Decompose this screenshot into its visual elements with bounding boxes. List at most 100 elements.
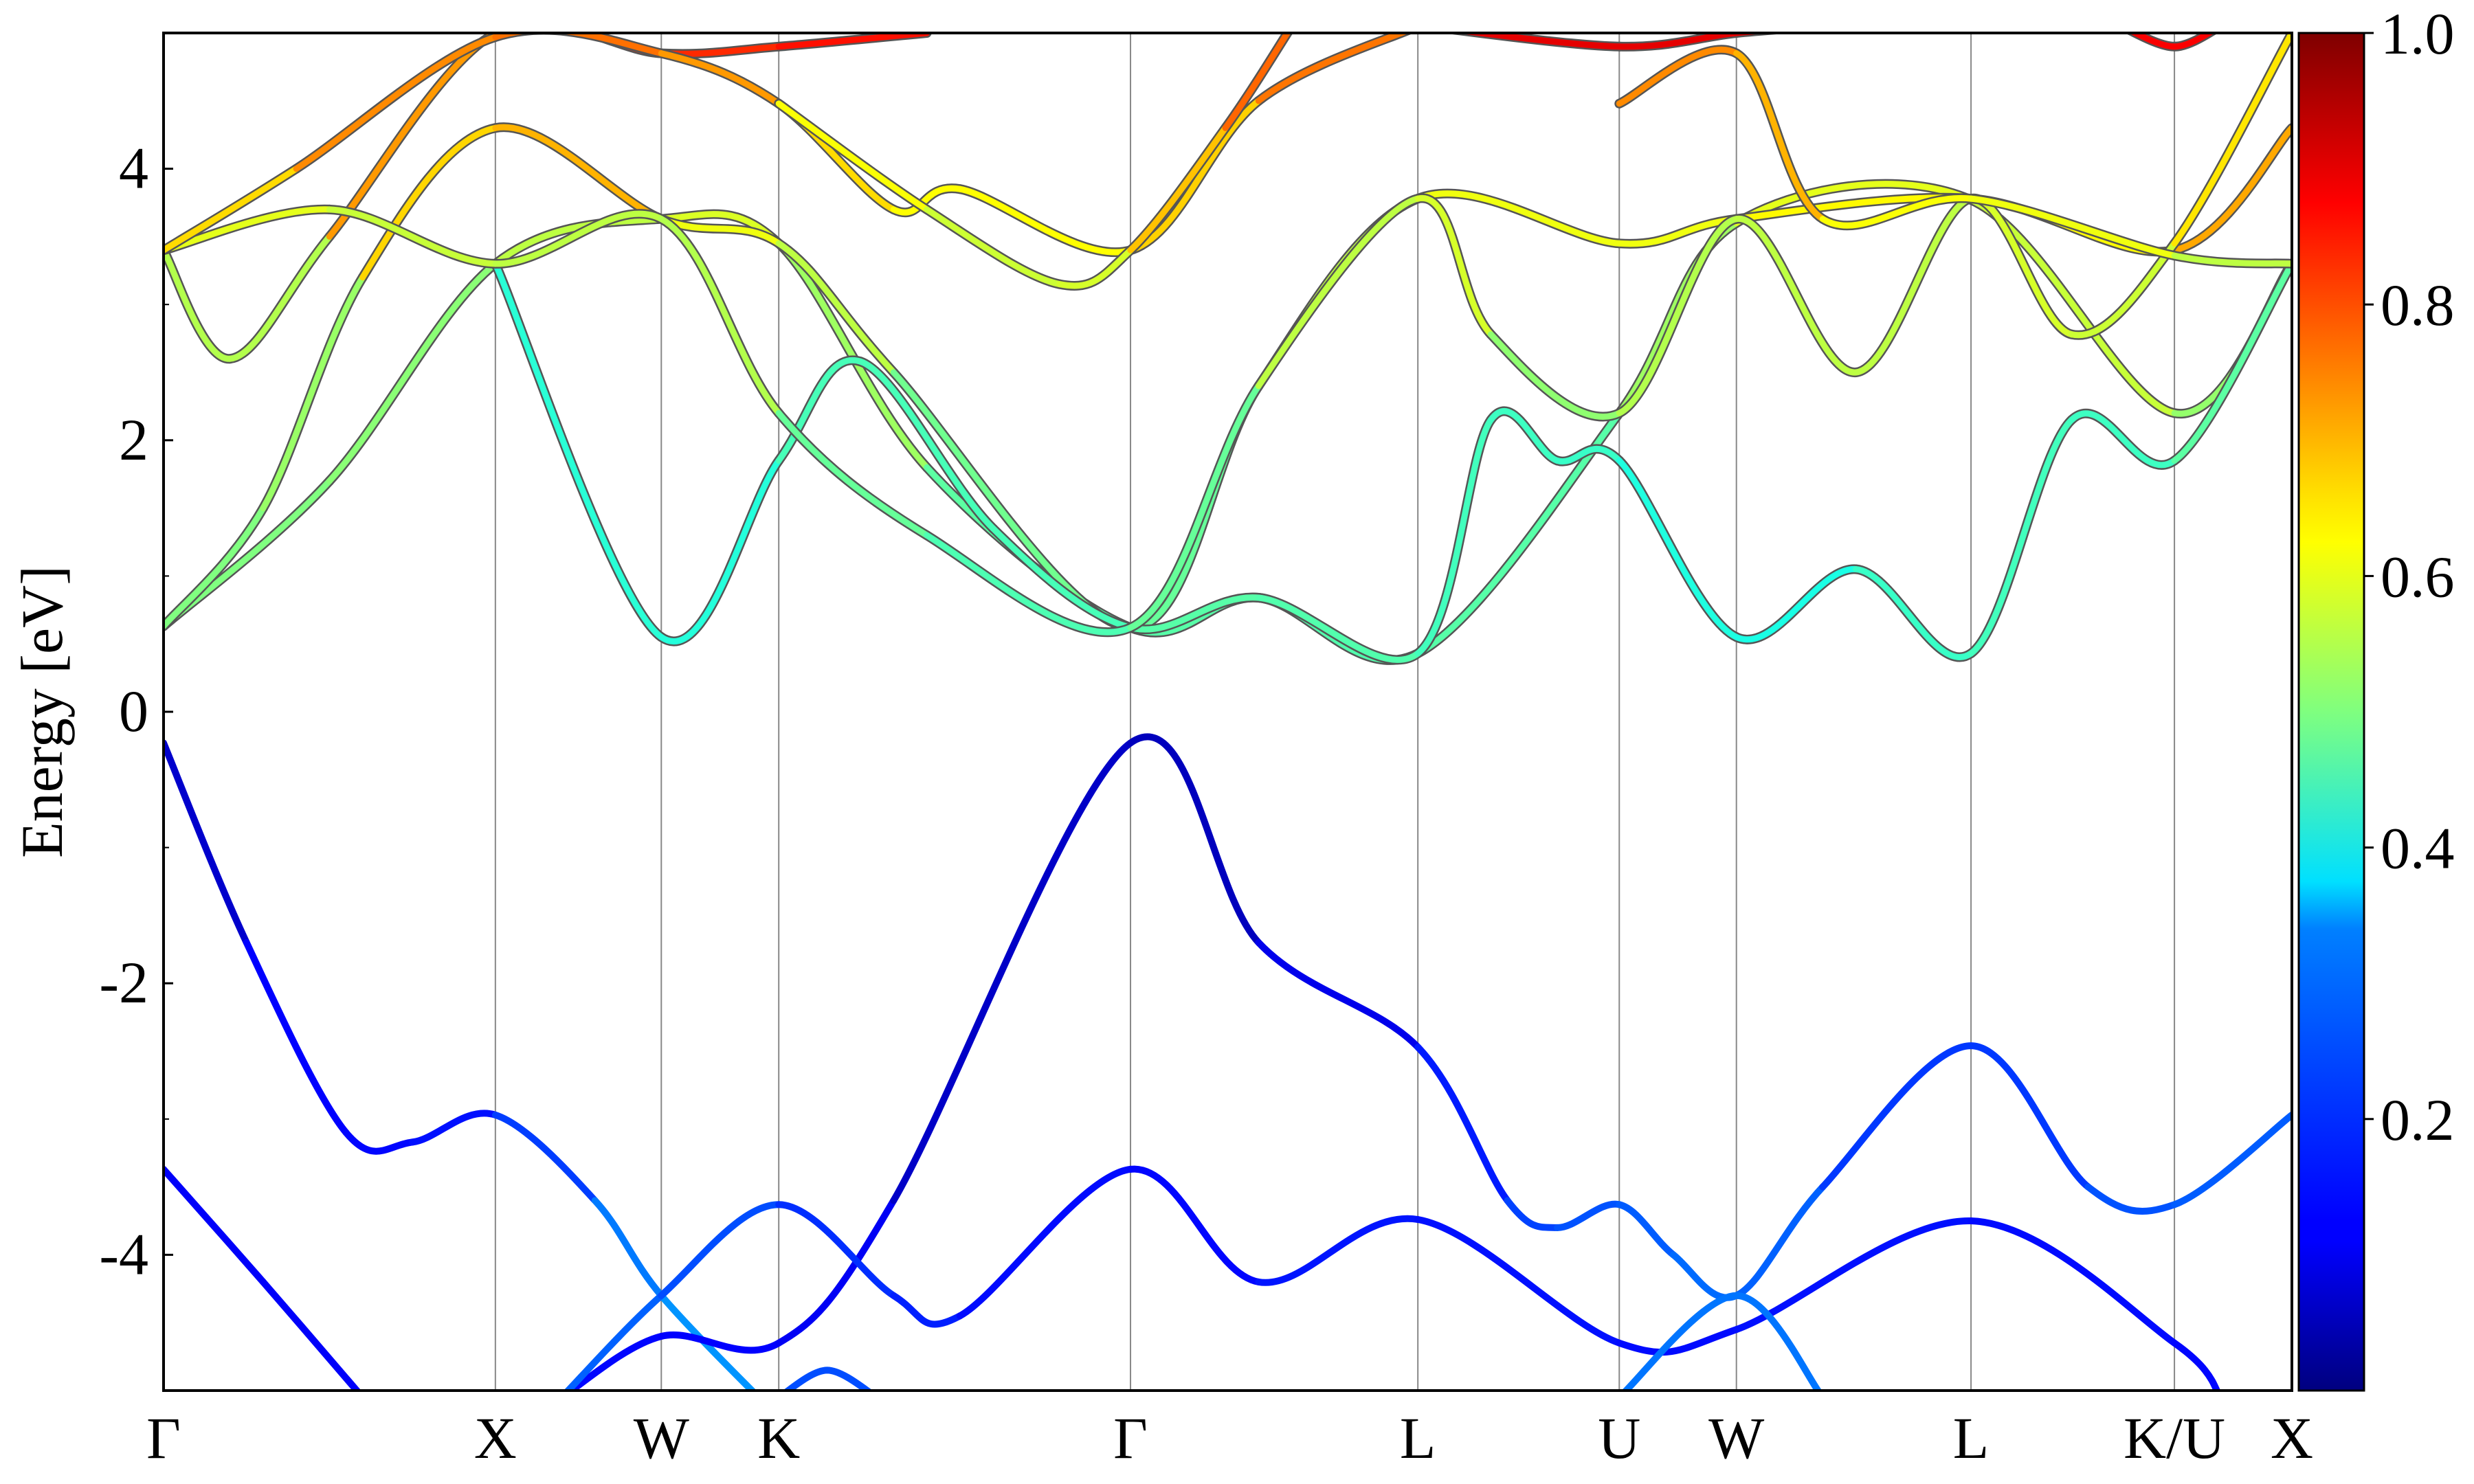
colorbar-tick-label-4: 0.2: [2381, 1087, 2455, 1153]
band-8-segment-13: [2171, 124, 2292, 254]
band-0-segment-2: [342, 1129, 416, 1155]
band-11-segment-15: [2171, 33, 2292, 247]
band-2-segment-12: [1819, 1042, 1975, 1191]
band-9-segment-9: [1554, 445, 1623, 465]
band-12-segment-0: [164, 166, 300, 254]
band-11-outline-9: [1486, 329, 1625, 422]
band-2-segment-4: [1127, 733, 1262, 946]
colorbar-tick-label-1: 0.8: [2381, 272, 2455, 338]
band-11-segment-1: [326, 206, 499, 267]
x-tick-label-1: X: [474, 1405, 517, 1471]
band-2-segment-3: [890, 739, 1134, 1204]
band-9-segment-1: [658, 457, 782, 645]
band-8-segment-1: [260, 274, 366, 512]
band-11-segment-7: [1255, 195, 1421, 390]
band-11-segment-9: [1487, 331, 1623, 420]
x-tick-label-4: Γ: [1113, 1405, 1148, 1471]
band-0-segment-5: [591, 1197, 665, 1299]
band-9-segment-2: [775, 357, 864, 464]
band-2-segment-8: [1554, 1200, 1623, 1231]
band-9-segment-14: [2068, 410, 2178, 469]
band-3-segment-1: [658, 1201, 783, 1299]
band-12-segment-3: [658, 50, 782, 107]
band-3-segment-11: [2171, 1339, 2221, 1391]
band-2-segment-11: [1732, 1183, 1827, 1299]
colorbar-tick-label-2: 0.6: [2381, 543, 2455, 609]
band-10-segment-0: [164, 247, 234, 362]
band-6-segment-0: [1621, 1292, 1740, 1391]
band-8-segment-2: [359, 124, 499, 281]
band-2-segment-13: [1968, 1042, 2092, 1191]
y-tick-label-2: 0: [119, 678, 148, 744]
x-tick-label-5: L: [1400, 1405, 1436, 1471]
y-tick-label-3: -2: [99, 949, 148, 1015]
band-5-segment-1: [823, 1367, 873, 1391]
band-11-segment-10: [1616, 216, 1740, 416]
band-13-segment-4: [1222, 33, 1291, 131]
band-8-segment-4: [658, 216, 782, 247]
band-0-segment-3: [409, 1110, 499, 1146]
band-3-segment-9: [1732, 1217, 1975, 1334]
band-9-segment-3: [857, 358, 996, 532]
colorbar-tick-label-3: 0.4: [2381, 816, 2455, 881]
band-7-segment-2: [492, 216, 665, 267]
band-3-segment-2: [775, 1201, 898, 1299]
band-9-segment-12: [1853, 566, 1974, 660]
band-11-segment-4: [775, 409, 930, 539]
x-tick-label-8: L: [1953, 1405, 1990, 1471]
y-tick-label-4: -4: [99, 1221, 148, 1287]
band-11-segment-14: [2068, 240, 2178, 339]
band-3-segment-5: [1127, 1165, 1262, 1285]
band-3-segment-4: [956, 1165, 1134, 1320]
band-5-segment-0: [782, 1367, 831, 1391]
band-7-segment-10: [1733, 181, 1974, 227]
band-11-outline-7: [1253, 194, 1423, 391]
band-0-segment-4: [491, 1111, 599, 1204]
band-8-segment-3: [492, 124, 665, 223]
colorbar-ticks: 1.0 0.8 0.6 0.4 0.2: [2364, 1, 2455, 1153]
band-13-segment-0: [775, 100, 930, 213]
band-0-segment-1: [243, 938, 350, 1136]
band-2-segment-5: [1255, 938, 1422, 1051]
band-3-segment-3: [890, 1292, 963, 1328]
x-axis-ticks: Γ X W K Γ L U W L K/U X: [146, 1405, 2313, 1471]
y-tick-label-1: 2: [119, 407, 148, 473]
band-16-segment-0: [2128, 33, 2178, 50]
band-15-segment-0: [1455, 33, 1623, 50]
band-14-segment-1: [1733, 50, 1826, 223]
band-9-segment-15: [2171, 260, 2292, 464]
band-9-outline-12: [1851, 564, 1976, 662]
band-11-segment-12: [1853, 195, 1974, 376]
band-3-segment-10: [1968, 1217, 2178, 1347]
band-13-segment-1: [924, 206, 1063, 288]
x-tick-label-6: U: [1598, 1405, 1640, 1471]
band-14-segment-2: [1819, 194, 1974, 229]
band-13-segment-3: [1127, 124, 1229, 254]
band-11-segment-5: [924, 532, 1134, 636]
band-8-outline-2: [357, 123, 500, 282]
y-axis-label: Energy [eV]: [9, 565, 75, 858]
band-13-segment-2: [1056, 247, 1134, 289]
band-9-segment-13: [1968, 416, 2075, 657]
band-9-outline-11: [1731, 564, 1861, 644]
plot-frame: [162, 32, 2293, 1392]
band-8-segment-0: [164, 505, 267, 629]
band-2-segment-14: [2084, 1183, 2178, 1215]
band-8-segment-9: [1414, 190, 1623, 247]
band-12-segment-7: [1127, 98, 1262, 254]
band-11-segment-2: [492, 210, 665, 267]
band-11-segment-3: [658, 216, 782, 416]
x-tick-label-10: X: [2271, 1405, 2313, 1471]
band-12-segment-1: [293, 34, 499, 172]
band-3-segment-8: [1616, 1326, 1740, 1356]
band-12-segment-8: [1255, 33, 1410, 104]
band-14-segment-0: [1616, 46, 1740, 107]
band-2-segment-15: [2171, 1111, 2292, 1208]
band-16-segment-1: [2171, 33, 2216, 50]
band-9-segment-4: [990, 525, 1134, 631]
band-lines: [164, 33, 2292, 1391]
x-tick-label-9: K/U: [2124, 1405, 2225, 1471]
band-6-segment-1: [1732, 1292, 1823, 1391]
band-8-segment-10: [1616, 216, 1740, 247]
